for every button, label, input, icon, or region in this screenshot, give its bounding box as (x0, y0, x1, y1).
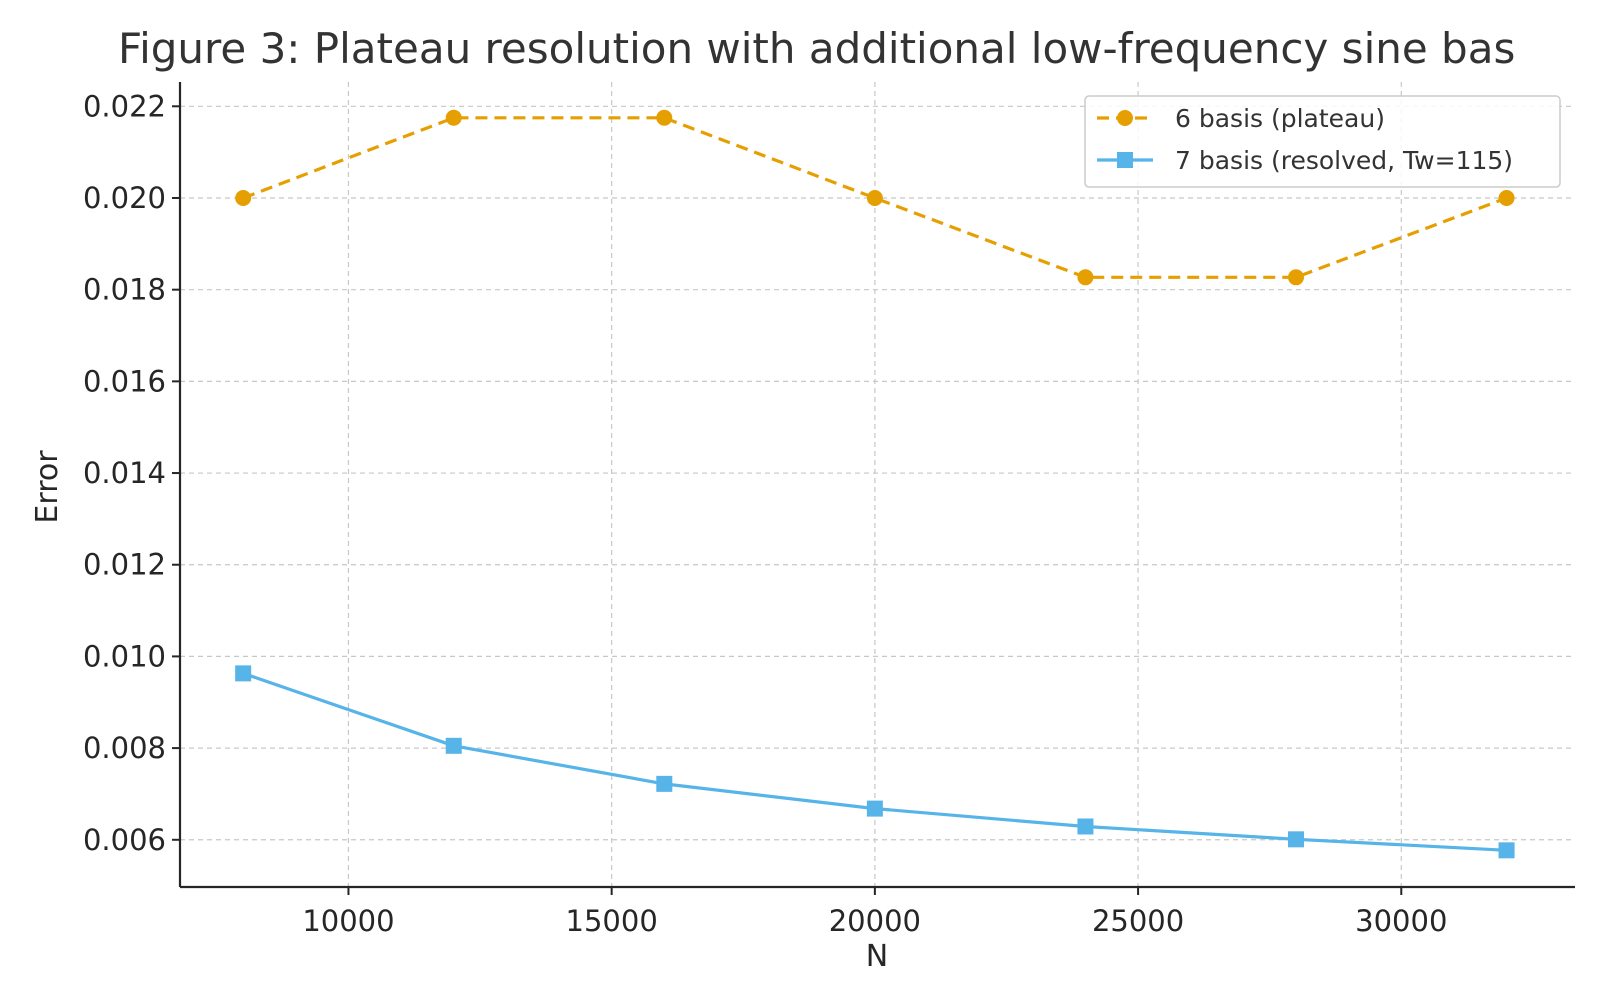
legend-marker-7-basis (1117, 152, 1133, 168)
chart-title: Figure 3: Plateau resolution with additi… (118, 24, 1515, 73)
y-axis-title: Error (30, 450, 65, 524)
data-point (1077, 269, 1094, 286)
y-tick-label: 0.016 (83, 364, 166, 398)
data-point (656, 109, 673, 126)
y-tick-label: 0.012 (83, 548, 166, 582)
y-tick-label: 0.022 (83, 89, 166, 123)
y-tick-label: 0.010 (83, 639, 166, 673)
labels: Figure 3: Plateau resolution with additi… (30, 24, 1515, 974)
data-point (1288, 831, 1304, 848)
x-tick-label: 20000 (829, 904, 921, 938)
legend-marker-6-basis (1117, 110, 1133, 126)
data-point (1498, 189, 1515, 206)
legend-label-7-basis: 7 basis (resolved, Tw=115) (1175, 146, 1513, 175)
x-tick-label: 15000 (566, 904, 658, 938)
y-tick-label: 0.006 (83, 823, 166, 857)
data-point (445, 109, 462, 126)
y-tick-label: 0.018 (83, 273, 166, 307)
x-tick-label: 30000 (1355, 904, 1447, 938)
y-tick-label: 0.008 (83, 731, 166, 765)
data-point (1077, 818, 1094, 835)
series-1 (235, 109, 1515, 286)
data-point (866, 189, 883, 206)
series-layer (235, 109, 1515, 859)
x-tick-label: 10000 (302, 904, 394, 938)
legend-box (1084, 95, 1561, 188)
data-point (235, 665, 252, 682)
axes: 10000 15000 20000 25000 30000 0.006 0.008 0.010… (83, 82, 1575, 938)
data-point (235, 189, 252, 206)
y-tick-label: 0.014 (83, 456, 166, 490)
legend: 6 basis (plateau) 7 basis (resolved, Tw=… (1084, 95, 1561, 188)
data-point (445, 737, 462, 754)
data-point (656, 775, 673, 792)
x-tick-label: 25000 (1092, 904, 1184, 938)
data-point (866, 800, 883, 817)
y-tick-label: 0.020 (83, 181, 166, 215)
data-point (1498, 842, 1515, 859)
series-2 (235, 665, 1515, 859)
legend-label-6-basis: 6 basis (plateau) (1175, 104, 1385, 133)
grid (180, 82, 1575, 887)
data-point (1288, 269, 1304, 286)
x-axis-title: N (866, 939, 888, 974)
